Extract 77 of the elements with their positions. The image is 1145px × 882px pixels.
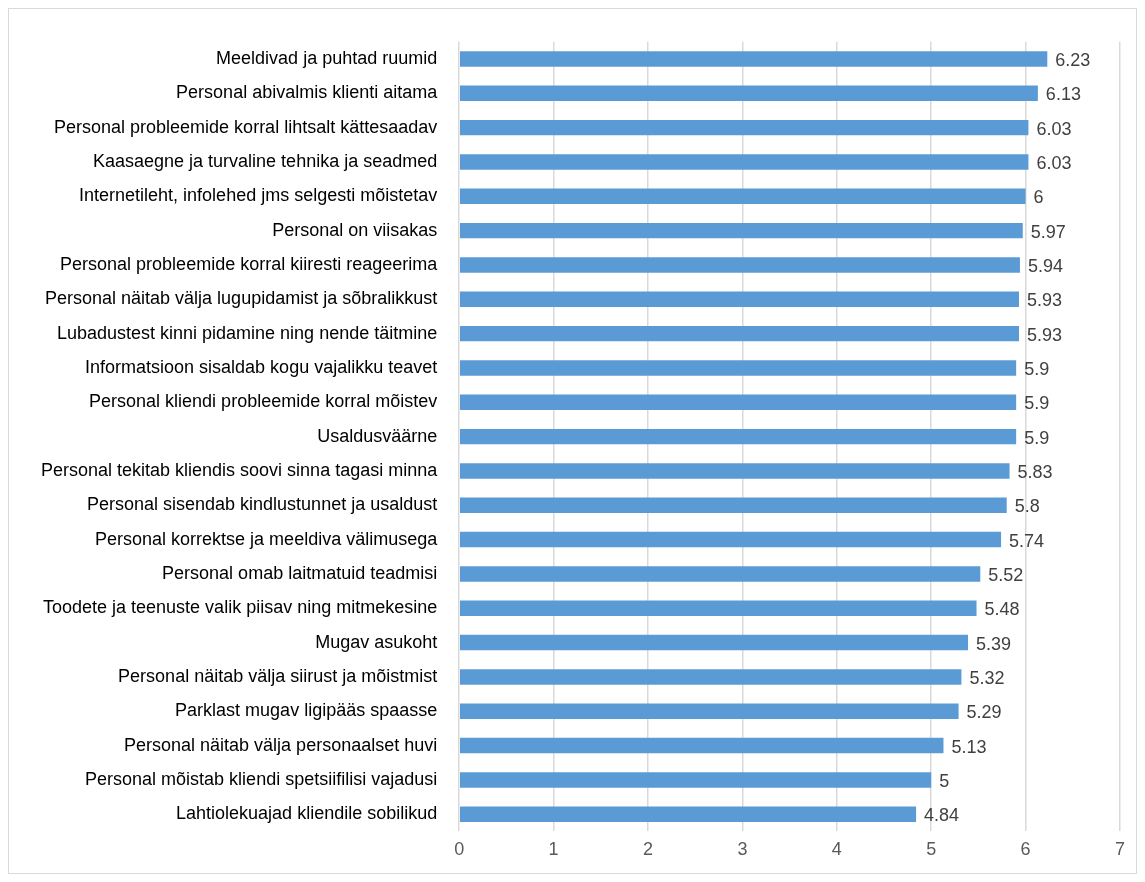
data-label: 5.13 — [951, 736, 987, 757]
bar — [459, 737, 944, 754]
bar — [459, 51, 1048, 67]
bar — [459, 154, 1029, 170]
data-label: 5.83 — [1017, 461, 1053, 482]
y-tick-label: Personal abivalmis klienti aitama — [176, 82, 439, 103]
bar — [459, 188, 1026, 205]
bar — [459, 566, 981, 582]
data-label: 5.29 — [966, 702, 1002, 723]
x-tick-label: 2 — [643, 839, 654, 860]
bar — [459, 428, 1017, 445]
data-label: 5.32 — [969, 667, 1005, 688]
x-tick-label: 4 — [831, 839, 842, 860]
bar — [459, 669, 962, 685]
data-label: 6.23 — [1055, 49, 1091, 70]
bar — [459, 634, 969, 651]
y-tick-label: Personal näitab välja personaalset huvi — [124, 734, 438, 755]
data-label: 4.84 — [924, 805, 960, 826]
bar — [459, 497, 1007, 513]
bar — [459, 119, 1029, 136]
y-tick-label: Lubadustest kinni pidamine ning nende täitmine — [56, 322, 438, 343]
y-tick-label: Informatsioon sisaldab kogu vajalikku teavet — [85, 356, 438, 377]
data-label: 5.8 — [1014, 496, 1040, 517]
x-tick-label: 1 — [548, 839, 559, 860]
y-tick-label: Personal mõistab kliendi spetsiifilisi vajadusi — [85, 768, 438, 789]
x-tick-label: 0 — [454, 839, 465, 860]
x-tick-label: 5 — [926, 839, 937, 860]
data-label: 6.03 — [1036, 118, 1072, 139]
data-label: 5.9 — [1024, 358, 1050, 379]
data-label: 5.74 — [1009, 530, 1045, 551]
data-label: 5.48 — [984, 599, 1020, 620]
y-tick-label: Usaldusväärne — [317, 425, 438, 446]
bar — [459, 394, 1017, 410]
bar — [459, 600, 977, 616]
bar — [459, 806, 917, 822]
y-tick-label: Personal näitab välja siirust ja mõistmist — [118, 665, 438, 686]
data-label: 6.13 — [1045, 84, 1081, 105]
bar — [459, 222, 1023, 239]
bar — [459, 772, 932, 788]
y-tick-label: Parklast mugav ligipääs spaasse — [175, 700, 438, 721]
data-label: 5.93 — [1026, 324, 1063, 345]
y-tick-label: Personal omab laitmatuid teadmisi — [162, 562, 438, 583]
data-label: 5 — [939, 770, 950, 791]
bar — [459, 257, 1020, 273]
data-label: 5.52 — [988, 564, 1024, 585]
y-tick-label: Personal probleemide korral lihtsalt kättesaadav — [54, 116, 438, 137]
data-label: 5.9 — [1024, 427, 1050, 448]
y-tick-label: Internetileht, infolehed jms selgesti mõistetav — [79, 185, 438, 206]
y-tick-label: Personal näitab välja lugupidamist ja sõbralikkust — [45, 288, 438, 309]
data-label: 5.94 — [1027, 255, 1063, 276]
bar — [459, 291, 1019, 307]
bar — [459, 703, 959, 719]
y-tick-label: Personal korrektse ja meeldiva välimusega — [95, 528, 439, 549]
y-tick-label: Personal kliendi probleemide korral mõistev — [89, 391, 438, 412]
bar — [459, 325, 1019, 342]
bar — [459, 531, 1002, 548]
bar — [459, 463, 1010, 479]
data-label: 5.9 — [1024, 393, 1050, 414]
y-tick-label: Lahtiolekuajad kliendile sobilikud — [176, 803, 438, 824]
y-tick-label: Personal on viisakas — [272, 219, 438, 240]
bar — [459, 85, 1038, 102]
y-tick-label: Mugav asukoht — [315, 631, 438, 652]
y-tick-label: Toodete ja teenuste valik piisav ning mitmekesine — [43, 597, 438, 618]
x-tick-label: 6 — [1020, 839, 1031, 860]
y-tick-label: Personal tekitab kliendis soovi sinna tagasi minna — [40, 459, 439, 480]
y-tick-label: Personal sisendab kindlustunnet ja usaldust — [86, 494, 438, 515]
data-label: 5.93 — [1026, 290, 1063, 311]
bar — [459, 360, 1017, 376]
data-label: 5.97 — [1030, 221, 1066, 242]
data-label: 6.03 — [1036, 152, 1072, 173]
x-tick-label: 7 — [1114, 839, 1126, 860]
x-tick-label: 3 — [737, 839, 748, 860]
y-tick-label: Meeldivad ja puhtad ruumid — [216, 47, 438, 68]
data-label: 6 — [1033, 187, 1044, 208]
y-tick-label: Personal probleemide korral kiiresti reageerima — [60, 253, 439, 274]
data-label: 5.39 — [976, 633, 1012, 654]
y-tick-label: Kaasaegne ja turvaline tehnika ja seadmed — [92, 150, 438, 171]
